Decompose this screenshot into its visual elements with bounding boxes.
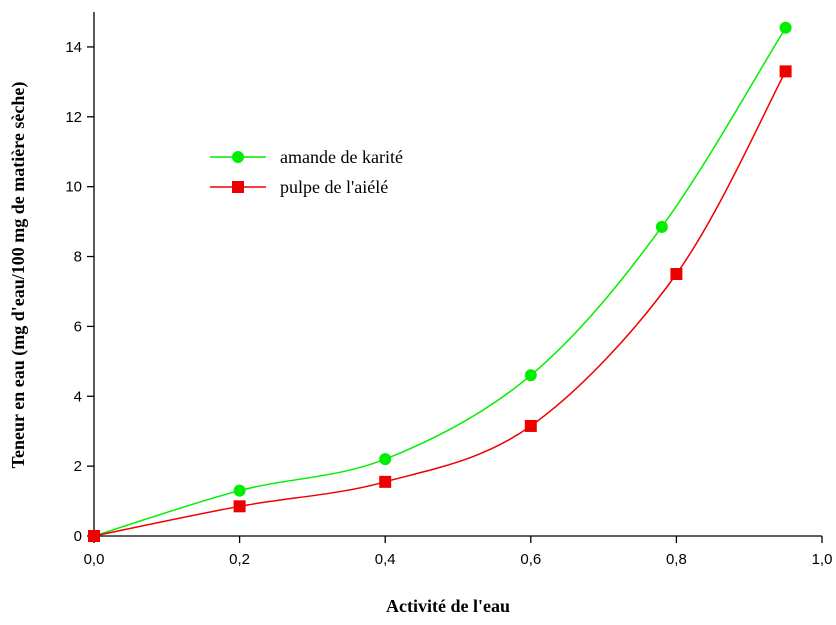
y-tick-label: 8 bbox=[74, 249, 82, 266]
series-layer bbox=[88, 21, 792, 542]
data-point bbox=[379, 475, 392, 488]
series-2 bbox=[88, 65, 792, 542]
y-tick-label: 2 bbox=[74, 458, 82, 475]
data-point bbox=[670, 268, 683, 280]
x-tick-label: 0,8 bbox=[666, 551, 687, 568]
legend: amande de karité pulpe de l'aiélé bbox=[210, 147, 403, 197]
data-point bbox=[655, 220, 668, 233]
x-tick-label: 0,6 bbox=[520, 551, 541, 568]
legend-label: amande de karité bbox=[280, 147, 403, 167]
x-tick-label: 0,4 bbox=[375, 551, 396, 568]
data-point bbox=[779, 65, 792, 78]
y-axis-title: Teneur en eau (mg d'eau/100 mg de matièr… bbox=[8, 82, 29, 469]
legend-marker bbox=[232, 181, 244, 193]
y-tick-label: 0 bbox=[74, 528, 82, 545]
data-point bbox=[233, 484, 246, 497]
legend-item: pulpe de l'aiélé bbox=[210, 177, 388, 197]
axes bbox=[93, 12, 822, 537]
legend-item: amande de karité bbox=[210, 147, 403, 167]
x-axis-ticks: 0,0 0,2 0,4 0,6 0,8 1,0 bbox=[84, 536, 833, 568]
x-axis-title: Activité de l'eau bbox=[386, 596, 510, 616]
y-tick-label: 12 bbox=[65, 109, 82, 126]
data-point bbox=[379, 453, 392, 466]
data-point bbox=[524, 419, 537, 432]
legend-label: pulpe de l'aiélé bbox=[280, 177, 388, 197]
legend-marker bbox=[232, 151, 244, 163]
y-axis-ticks: 0 2 4 6 8 10 12 14 bbox=[65, 39, 94, 545]
data-point bbox=[779, 21, 792, 34]
series-line bbox=[93, 27, 787, 537]
y-tick-label: 6 bbox=[74, 318, 82, 335]
data-point bbox=[88, 530, 100, 542]
data-point bbox=[233, 500, 246, 513]
y-tick-label: 10 bbox=[65, 179, 82, 196]
y-tick-label: 14 bbox=[65, 39, 82, 56]
x-tick-label: 0,2 bbox=[229, 551, 250, 568]
y-tick-label: 4 bbox=[74, 388, 82, 405]
data-point bbox=[524, 369, 537, 382]
x-tick-label: 0,0 bbox=[84, 551, 105, 568]
x-tick-label: 1,0 bbox=[812, 551, 833, 568]
series-1 bbox=[88, 21, 792, 542]
series-line bbox=[93, 71, 787, 537]
